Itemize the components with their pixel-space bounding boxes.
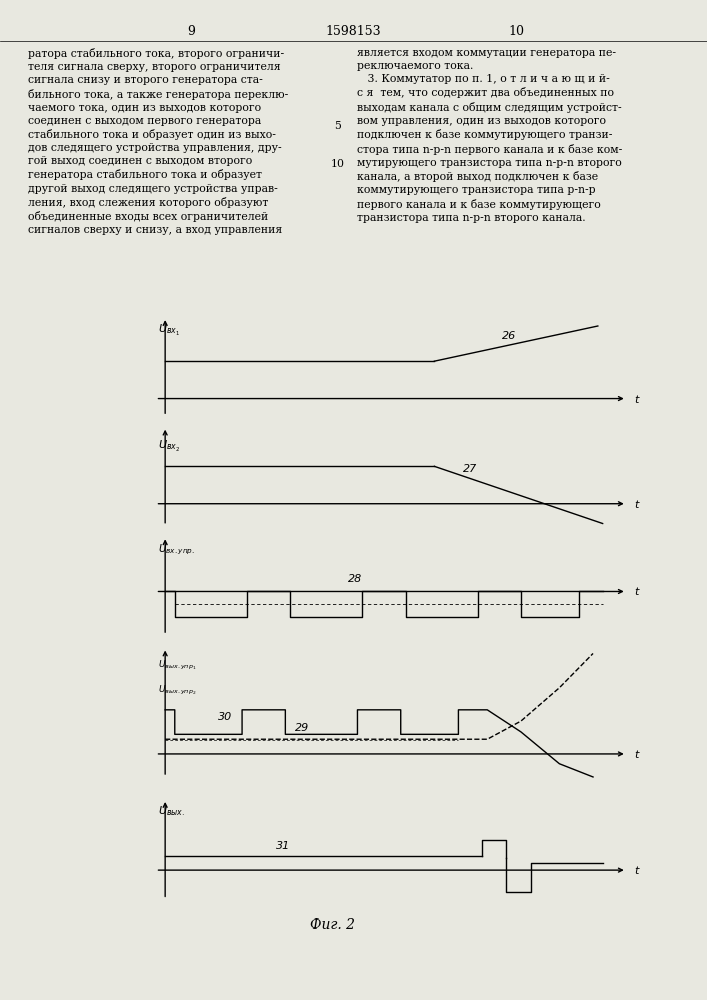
Text: 27: 27 [463, 464, 477, 474]
Text: 1598153: 1598153 [326, 25, 381, 38]
Text: $U_{вх_2}$: $U_{вх_2}$ [158, 439, 180, 454]
Text: $t$: $t$ [634, 864, 641, 876]
Text: Фиг. 2: Фиг. 2 [310, 918, 355, 932]
Text: ратора стабильного тока, второго ограничи-
теля сигнала сверху, второго ограничи: ратора стабильного тока, второго огранич… [28, 48, 288, 235]
Text: 10: 10 [331, 159, 345, 169]
Text: $t$: $t$ [634, 748, 641, 760]
Text: 29: 29 [295, 723, 309, 733]
Text: является входом коммутации генератора пе-
реключаемого тока.
   3. Коммутатор по: является входом коммутации генератора пе… [357, 48, 622, 223]
Text: $t$: $t$ [634, 393, 641, 405]
Text: 10: 10 [508, 25, 524, 38]
Text: 26: 26 [502, 331, 516, 341]
Text: 9: 9 [187, 25, 195, 38]
Text: $U_{вх_1}$: $U_{вх_1}$ [158, 323, 180, 338]
Text: 28: 28 [348, 574, 362, 584]
Text: $U_{вых.упр_1}$: $U_{вых.упр_1}$ [158, 659, 197, 672]
Text: 5: 5 [334, 121, 341, 131]
Text: 30: 30 [218, 712, 233, 722]
Text: $t$: $t$ [634, 498, 641, 510]
Text: $U_{вых.}$: $U_{вых.}$ [158, 804, 185, 818]
Text: $U_{вых.упр_2}$: $U_{вых.упр_2}$ [158, 684, 197, 697]
Text: 31: 31 [276, 841, 290, 851]
Text: $U_{вх.упр.}$: $U_{вх.упр.}$ [158, 543, 195, 557]
Text: $t$: $t$ [634, 585, 641, 597]
